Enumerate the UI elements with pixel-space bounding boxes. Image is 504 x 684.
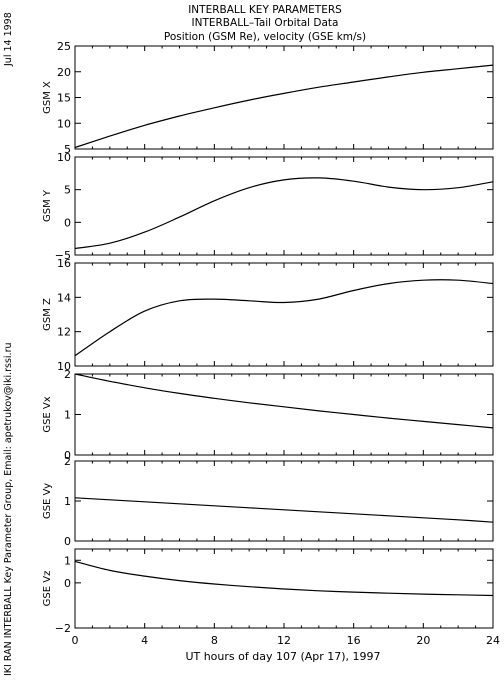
y-tick-label: 0 <box>64 216 71 229</box>
y-tick-label: 0 <box>64 449 71 462</box>
x-tick-label: 12 <box>277 634 291 647</box>
y-tick-label: 15 <box>57 92 71 105</box>
y-tick-label: 5 <box>64 143 71 156</box>
title-line-2: INTERBALL–Tail Orbital Data <box>192 17 339 29</box>
y-tick-label: 0 <box>64 577 71 590</box>
y-axis-label: GSE Vz <box>42 571 53 607</box>
y-axis-label: GSM Y <box>42 189 53 222</box>
y-tick-label: 10 <box>57 151 71 164</box>
title-line-1: INTERBALL KEY PARAMETERS <box>188 4 342 16</box>
date-stamp: Jul 14 1998 <box>3 12 14 67</box>
y-axis-label: GSM Z <box>42 298 53 331</box>
y-tick-label: 12 <box>57 326 71 339</box>
y-tick-label: 20 <box>57 66 71 79</box>
y-tick-label: 14 <box>57 291 71 304</box>
title-line-3: Position (GSM Re), velocity (GSE km/s) <box>164 31 366 43</box>
credit-line: IKI RAN INTERBALL Key Parameter Group, E… <box>3 343 14 677</box>
y-tick-label: 2 <box>64 368 71 381</box>
x-tick-label: 24 <box>486 634 500 647</box>
y-tick-label: 1 <box>64 409 71 422</box>
y-tick-label: 10 <box>57 360 71 373</box>
y-tick-label: 10 <box>57 117 71 130</box>
series-line <box>74 373 494 429</box>
y-tick-label: −2 <box>55 622 71 635</box>
y-axis-label: GSM X <box>42 81 53 114</box>
y-axis-label: GSE Vx <box>42 396 53 432</box>
series-line <box>74 497 494 523</box>
y-tick-label: 16 <box>57 257 71 270</box>
series-line <box>74 279 494 357</box>
y-tick-label: 25 <box>57 40 71 53</box>
x-tick-label: 20 <box>416 634 430 647</box>
x-tick-label: 16 <box>347 634 361 647</box>
y-tick-label: 1 <box>64 495 71 508</box>
panel-frame <box>74 156 494 256</box>
y-tick-label: 5 <box>64 184 71 197</box>
series-line <box>74 64 494 149</box>
x-tick-label: 0 <box>72 634 79 647</box>
y-axis-label: GSE Vy <box>42 483 53 519</box>
y-tick-label: 2 <box>64 455 71 468</box>
y-tick-label: 0 <box>64 535 71 548</box>
series-line <box>74 560 494 597</box>
x-tick-label: 8 <box>211 634 218 647</box>
series-line <box>74 177 494 250</box>
x-axis-label: UT hours of day 107 (Apr 17), 1997 <box>185 650 380 663</box>
x-tick-label: 4 <box>141 634 148 647</box>
panel-frame <box>74 45 494 150</box>
y-tick-label: −5 <box>55 249 71 262</box>
y-tick-label: 1 <box>64 554 71 567</box>
